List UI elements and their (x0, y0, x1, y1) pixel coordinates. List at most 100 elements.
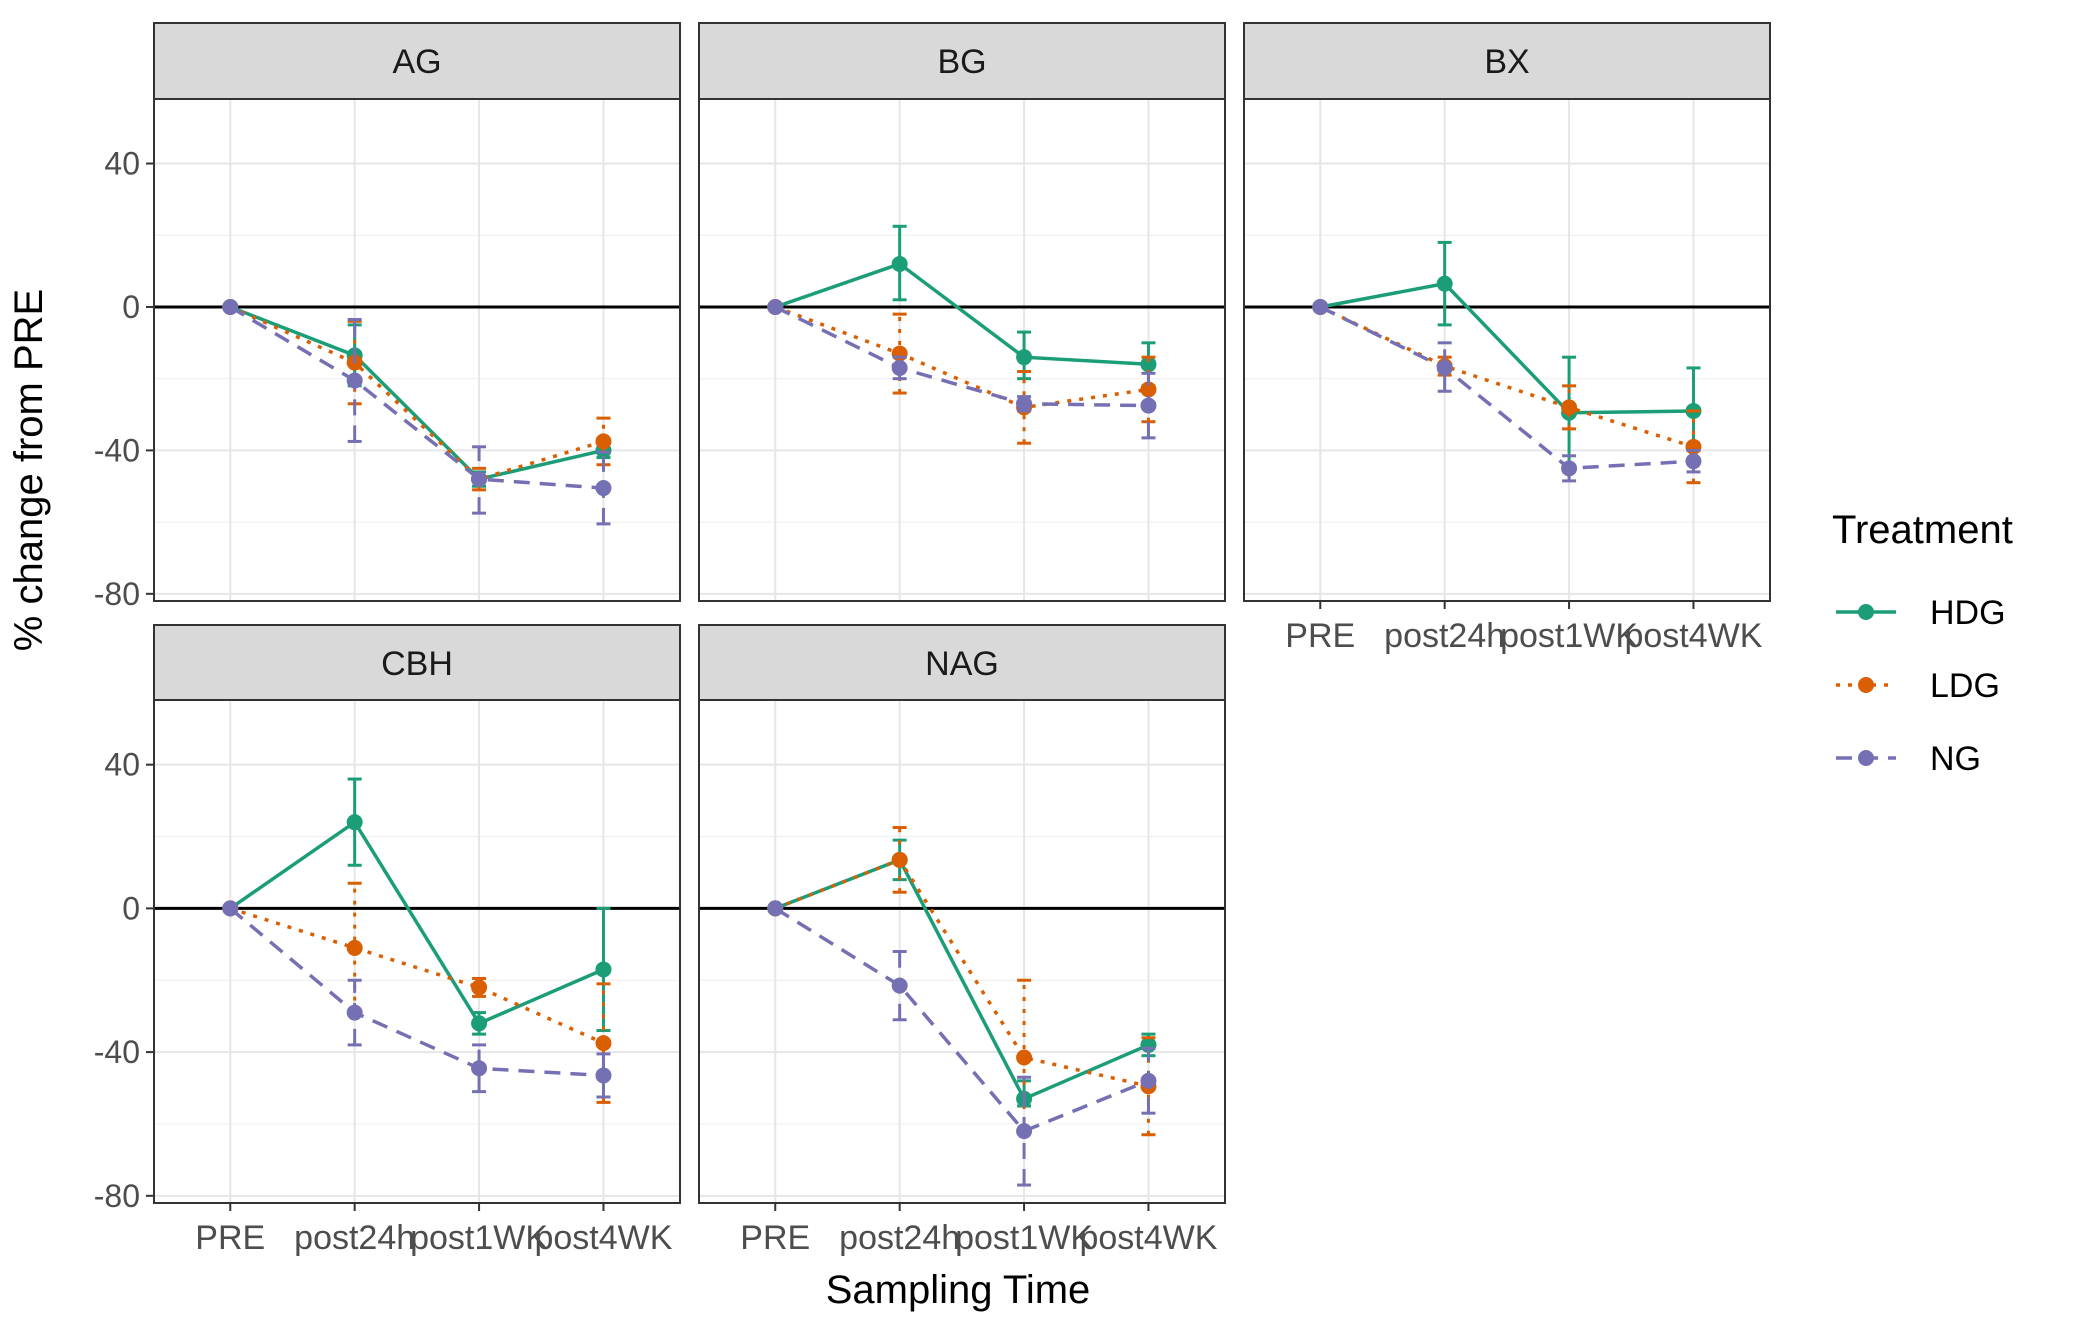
legend-label: HDG (1930, 594, 2006, 632)
data-point (1561, 460, 1578, 477)
legend-title: Treatment (1832, 508, 2013, 552)
data-point (767, 298, 784, 315)
legend-label: LDG (1930, 667, 2000, 705)
x-tick-label: post1WK (1500, 617, 1638, 655)
data-point (891, 359, 908, 376)
legend-item-ldg: LDG (1836, 667, 2000, 705)
plot-area-ag (154, 99, 680, 601)
series-ng-nag (767, 900, 1157, 1187)
data-point (1312, 298, 1329, 315)
x-tick-label: post24h (839, 1219, 960, 1257)
data-point (1140, 1072, 1157, 1089)
data-point (222, 900, 239, 917)
data-point (1436, 359, 1453, 376)
data-point (1016, 395, 1033, 412)
data-point (471, 1060, 488, 1077)
plot-area-bg (699, 99, 1225, 601)
series-line (229, 906, 605, 1045)
y-axis-title: % change from PRE (7, 289, 51, 651)
series-ng-bx (1312, 298, 1702, 483)
panel-border-cbh (153, 699, 681, 1204)
series-ng-cbh (222, 900, 612, 1099)
y-tick-label: 40 (104, 146, 140, 182)
y-tick-label: 40 (104, 747, 140, 783)
panel-border-ag (153, 98, 681, 602)
x-tick-label: PRE (1285, 617, 1355, 655)
data-point (1685, 453, 1702, 470)
y-tick-label: 0 (122, 289, 140, 325)
series-line (1319, 305, 1694, 471)
plot-area-nag (699, 700, 1225, 1203)
legend-key-point (1858, 750, 1874, 766)
data-point (891, 255, 908, 272)
strip-label-bx: BX (1484, 43, 1529, 81)
strip-bx (1243, 22, 1771, 100)
data-point (1685, 438, 1702, 455)
data-point (1140, 356, 1157, 373)
plot-area-cbh (154, 700, 680, 1203)
strip-label-bg: BG (937, 43, 986, 81)
y-tick-label: -40 (94, 432, 140, 468)
legend: Treatment HDG LDG NG (1832, 508, 2013, 778)
data-point (346, 372, 363, 389)
legend-item-hdg: HDG (1836, 594, 2006, 632)
y-tick-label: -40 (94, 1034, 140, 1070)
data-point (595, 480, 612, 497)
series-line (229, 907, 604, 1078)
data-point (471, 471, 488, 488)
data-point (346, 1004, 363, 1021)
x-axis-title: Sampling Time (826, 1268, 1091, 1312)
x-tick-label: PRE (195, 1219, 265, 1257)
series-ng-bg (767, 298, 1157, 440)
strip-nag (698, 624, 1226, 702)
legend-key-point (1858, 604, 1874, 620)
data-point (595, 1067, 612, 1084)
series-line (774, 906, 1150, 1134)
data-point (1016, 1123, 1033, 1140)
data-point (767, 900, 784, 917)
strip-cbh (153, 624, 681, 702)
data-point (346, 939, 363, 956)
strip-label-nag: NAG (925, 645, 999, 683)
series-line (229, 305, 604, 490)
x-tick-label: post4WK (534, 1219, 672, 1257)
strip-ag (153, 22, 681, 100)
data-point (1016, 349, 1033, 366)
legend-label: NG (1930, 740, 1981, 778)
x-tick-label: post24h (1384, 617, 1505, 655)
data-point (222, 298, 239, 315)
y-tick-label: -80 (94, 1178, 140, 1214)
data-point (1436, 275, 1453, 292)
series-line (229, 305, 604, 482)
x-tick-label: post4WK (1624, 617, 1762, 655)
y-tick-label: 0 (122, 890, 140, 926)
data-point (1016, 1049, 1033, 1066)
panel-border-bx (1243, 98, 1771, 602)
data-point (595, 433, 612, 450)
x-tick-label: post1WK (955, 1219, 1093, 1257)
data-point (595, 1035, 612, 1052)
data-point (891, 851, 908, 868)
strip-label-ag: AG (392, 43, 441, 81)
x-tick-label: PRE (740, 1219, 810, 1257)
data-point (1140, 397, 1157, 414)
x-tick-label: post24h (294, 1219, 415, 1257)
series-line (229, 819, 605, 1026)
data-point (891, 345, 908, 362)
panel-border-bg (698, 98, 1226, 602)
panel-border-nag (698, 699, 1226, 1204)
series-line (1319, 281, 1694, 415)
series-ng-ag (222, 298, 612, 526)
y-tick-label: -80 (94, 576, 140, 612)
data-point (346, 814, 363, 831)
strip-bg (698, 22, 1226, 100)
data-point (471, 1015, 488, 1032)
panel-ag: AG -80 -40 0 40 (94, 22, 681, 612)
data-point (595, 961, 612, 978)
legend-keys: HDG LDG NG (1836, 594, 2006, 778)
